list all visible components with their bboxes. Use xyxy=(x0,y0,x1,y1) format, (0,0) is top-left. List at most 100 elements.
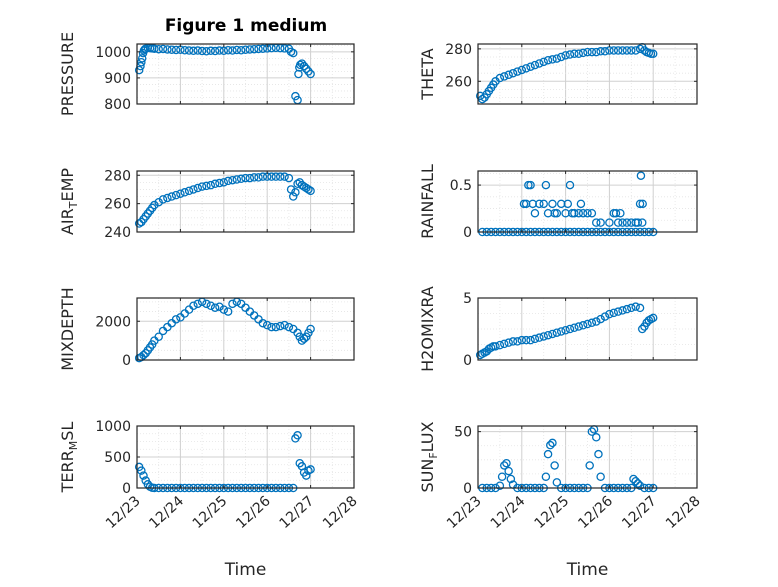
x-ticks xyxy=(136,44,355,104)
data-point xyxy=(530,208,540,218)
x-ticks xyxy=(477,44,698,104)
y-axis-label: H2OMIXRA xyxy=(418,286,437,372)
data-point xyxy=(297,180,307,190)
y-tick-label: 50 xyxy=(454,425,472,441)
data-point xyxy=(543,55,553,65)
axes-box xyxy=(136,170,355,233)
data-point xyxy=(284,322,294,332)
data-point xyxy=(635,303,645,313)
y-ticks: 800 900 1000 xyxy=(95,45,354,113)
data-point xyxy=(219,46,229,56)
data-point xyxy=(600,47,610,56)
data-point xyxy=(631,46,640,55)
data-point xyxy=(613,307,623,316)
grid xyxy=(136,44,355,105)
data-point xyxy=(622,218,632,227)
data-point xyxy=(565,324,575,334)
data-point xyxy=(495,340,505,350)
data-point xyxy=(609,46,619,55)
x-axis-label: Time xyxy=(224,560,267,580)
data-point xyxy=(304,67,313,76)
x-ticks xyxy=(136,171,355,232)
data-point xyxy=(587,427,597,436)
data-point xyxy=(299,61,309,71)
data-point xyxy=(223,46,233,55)
data-point xyxy=(154,332,163,341)
data-point xyxy=(618,306,627,315)
y-tick-label: 800 xyxy=(104,97,131,113)
data-point xyxy=(271,322,281,332)
data-point xyxy=(241,173,250,183)
data-point xyxy=(134,219,144,228)
data-point xyxy=(210,46,220,56)
data-point xyxy=(280,320,289,330)
data-point xyxy=(648,49,658,58)
data-point xyxy=(587,318,597,328)
data-point xyxy=(574,322,583,331)
data-point xyxy=(284,173,294,183)
data-point xyxy=(288,192,298,201)
data-point xyxy=(219,178,229,187)
data-point xyxy=(206,180,216,190)
data-point xyxy=(202,181,211,191)
data-point xyxy=(592,433,601,442)
data-point xyxy=(635,481,645,490)
data-point xyxy=(176,189,185,198)
subplot-air_temp: 240 260 280 AIRTEMP xyxy=(58,168,355,241)
y-tick-label: 0 xyxy=(122,481,131,497)
data-point xyxy=(189,46,198,56)
data-point xyxy=(267,172,276,181)
data-point xyxy=(150,200,159,210)
y-tick-label: 1000 xyxy=(95,45,131,61)
data-point xyxy=(297,59,307,68)
y-ticks: 260 280 xyxy=(445,42,697,90)
data-point xyxy=(585,461,594,470)
data-point xyxy=(583,208,592,218)
data-point xyxy=(245,45,255,54)
data-point xyxy=(167,192,176,201)
y-tick-label: 0 xyxy=(122,353,131,369)
data-point xyxy=(638,324,647,334)
data-point xyxy=(215,46,224,55)
data-point xyxy=(228,299,237,309)
axes-box xyxy=(477,43,698,105)
data-point xyxy=(137,54,147,63)
data-point xyxy=(184,46,194,55)
data-point xyxy=(596,314,605,324)
subplot-pressure: 800 900 1000 PRESSURE xyxy=(58,32,355,116)
data-point xyxy=(600,312,610,321)
data-point xyxy=(530,334,540,344)
data-point xyxy=(137,58,146,67)
data-point xyxy=(280,172,289,181)
data-point xyxy=(258,318,268,328)
data-point xyxy=(535,333,544,342)
y-tick-label: 900 xyxy=(104,71,131,87)
axes-box xyxy=(136,297,355,361)
data-point xyxy=(556,52,566,62)
data-point xyxy=(627,46,636,55)
data-point xyxy=(561,51,570,60)
data-point xyxy=(640,46,649,55)
data-point xyxy=(578,208,588,218)
data-point xyxy=(541,472,551,481)
data-point xyxy=(629,474,638,484)
data-point xyxy=(513,337,522,346)
data-point xyxy=(550,461,559,470)
data-point xyxy=(262,320,272,330)
data-point xyxy=(258,44,268,53)
data-point xyxy=(291,188,300,197)
data-point xyxy=(193,299,203,309)
data-point xyxy=(275,172,285,181)
data-point xyxy=(502,458,511,468)
data-point xyxy=(137,466,146,475)
data-point xyxy=(295,60,305,70)
data-point xyxy=(574,49,583,58)
data-point xyxy=(596,47,605,56)
data-point xyxy=(546,440,555,450)
y-tick-label: 260 xyxy=(445,74,472,90)
y-tick-label: 1000 xyxy=(95,419,131,435)
y-tick-label: 0 xyxy=(463,481,472,497)
data-point xyxy=(526,335,535,345)
data-point xyxy=(622,46,632,55)
y-tick-label: 260 xyxy=(104,197,131,213)
